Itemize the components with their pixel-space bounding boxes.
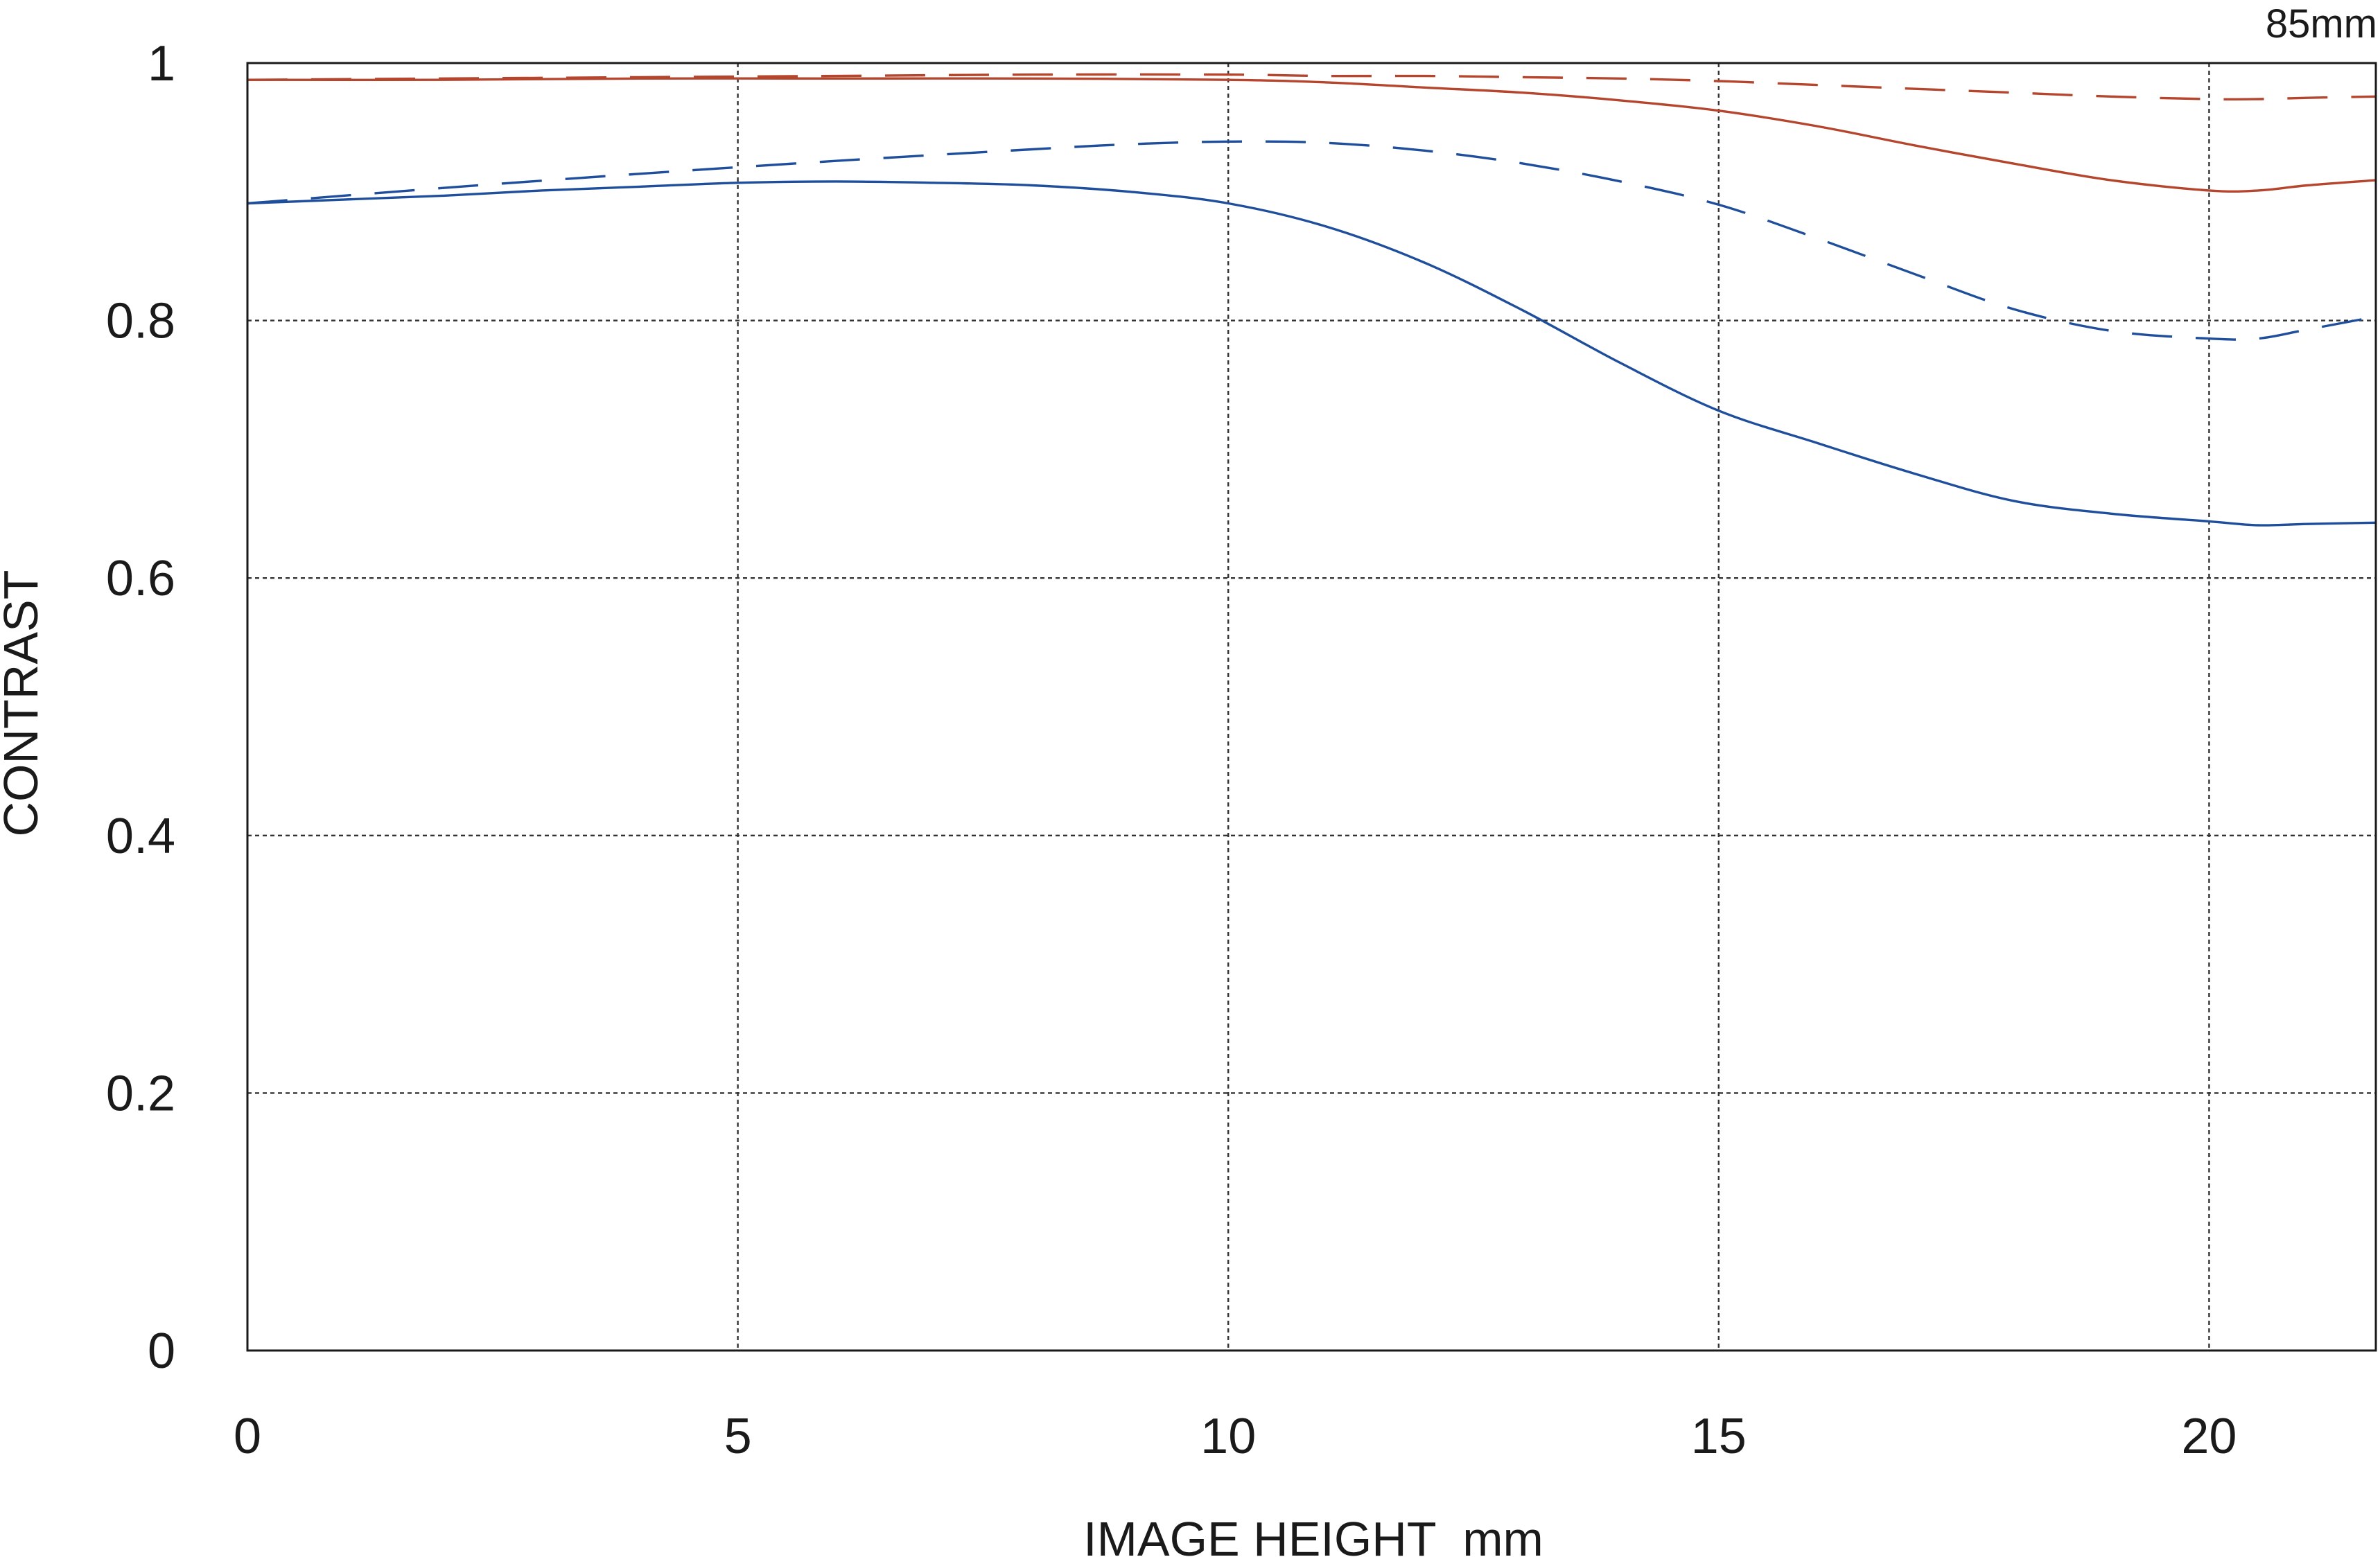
grid-layer	[247, 63, 2376, 1351]
focal-length-label: 85mm	[2266, 1, 2377, 46]
series-line-0-solid	[247, 77, 2377, 193]
y-tick-label: 0.2	[106, 1066, 175, 1121]
y-axis-label: CONTRAST	[0, 570, 48, 837]
y-tick-label: 0.6	[106, 551, 175, 606]
y-tick-labels: 0 0.2 0.4 0.6 0.8 1	[106, 36, 175, 1379]
plot-frame	[246, 62, 2377, 1352]
x-tick-label: 10	[1200, 1409, 1256, 1464]
y-tick-label: 0.4	[106, 809, 175, 864]
series-layer	[247, 73, 2377, 527]
y-tick-label: 0.8	[106, 294, 175, 349]
x-tick-label: 5	[724, 1409, 752, 1464]
x-tick-label: 15	[1691, 1409, 1747, 1464]
x-tick-label: 20	[2181, 1409, 2237, 1464]
y-tick-label: 1	[148, 36, 175, 91]
series-line-2-solid	[247, 180, 2377, 527]
y-tick-label: 0	[148, 1323, 175, 1379]
series-line-1-dashed	[247, 73, 2377, 101]
x-tick-labels: 0 5 10 15 20	[234, 1409, 2237, 1464]
x-axis-label: IMAGE HEIGHT mm	[1083, 1512, 1543, 1557]
x-tick-label: 0	[234, 1409, 261, 1464]
